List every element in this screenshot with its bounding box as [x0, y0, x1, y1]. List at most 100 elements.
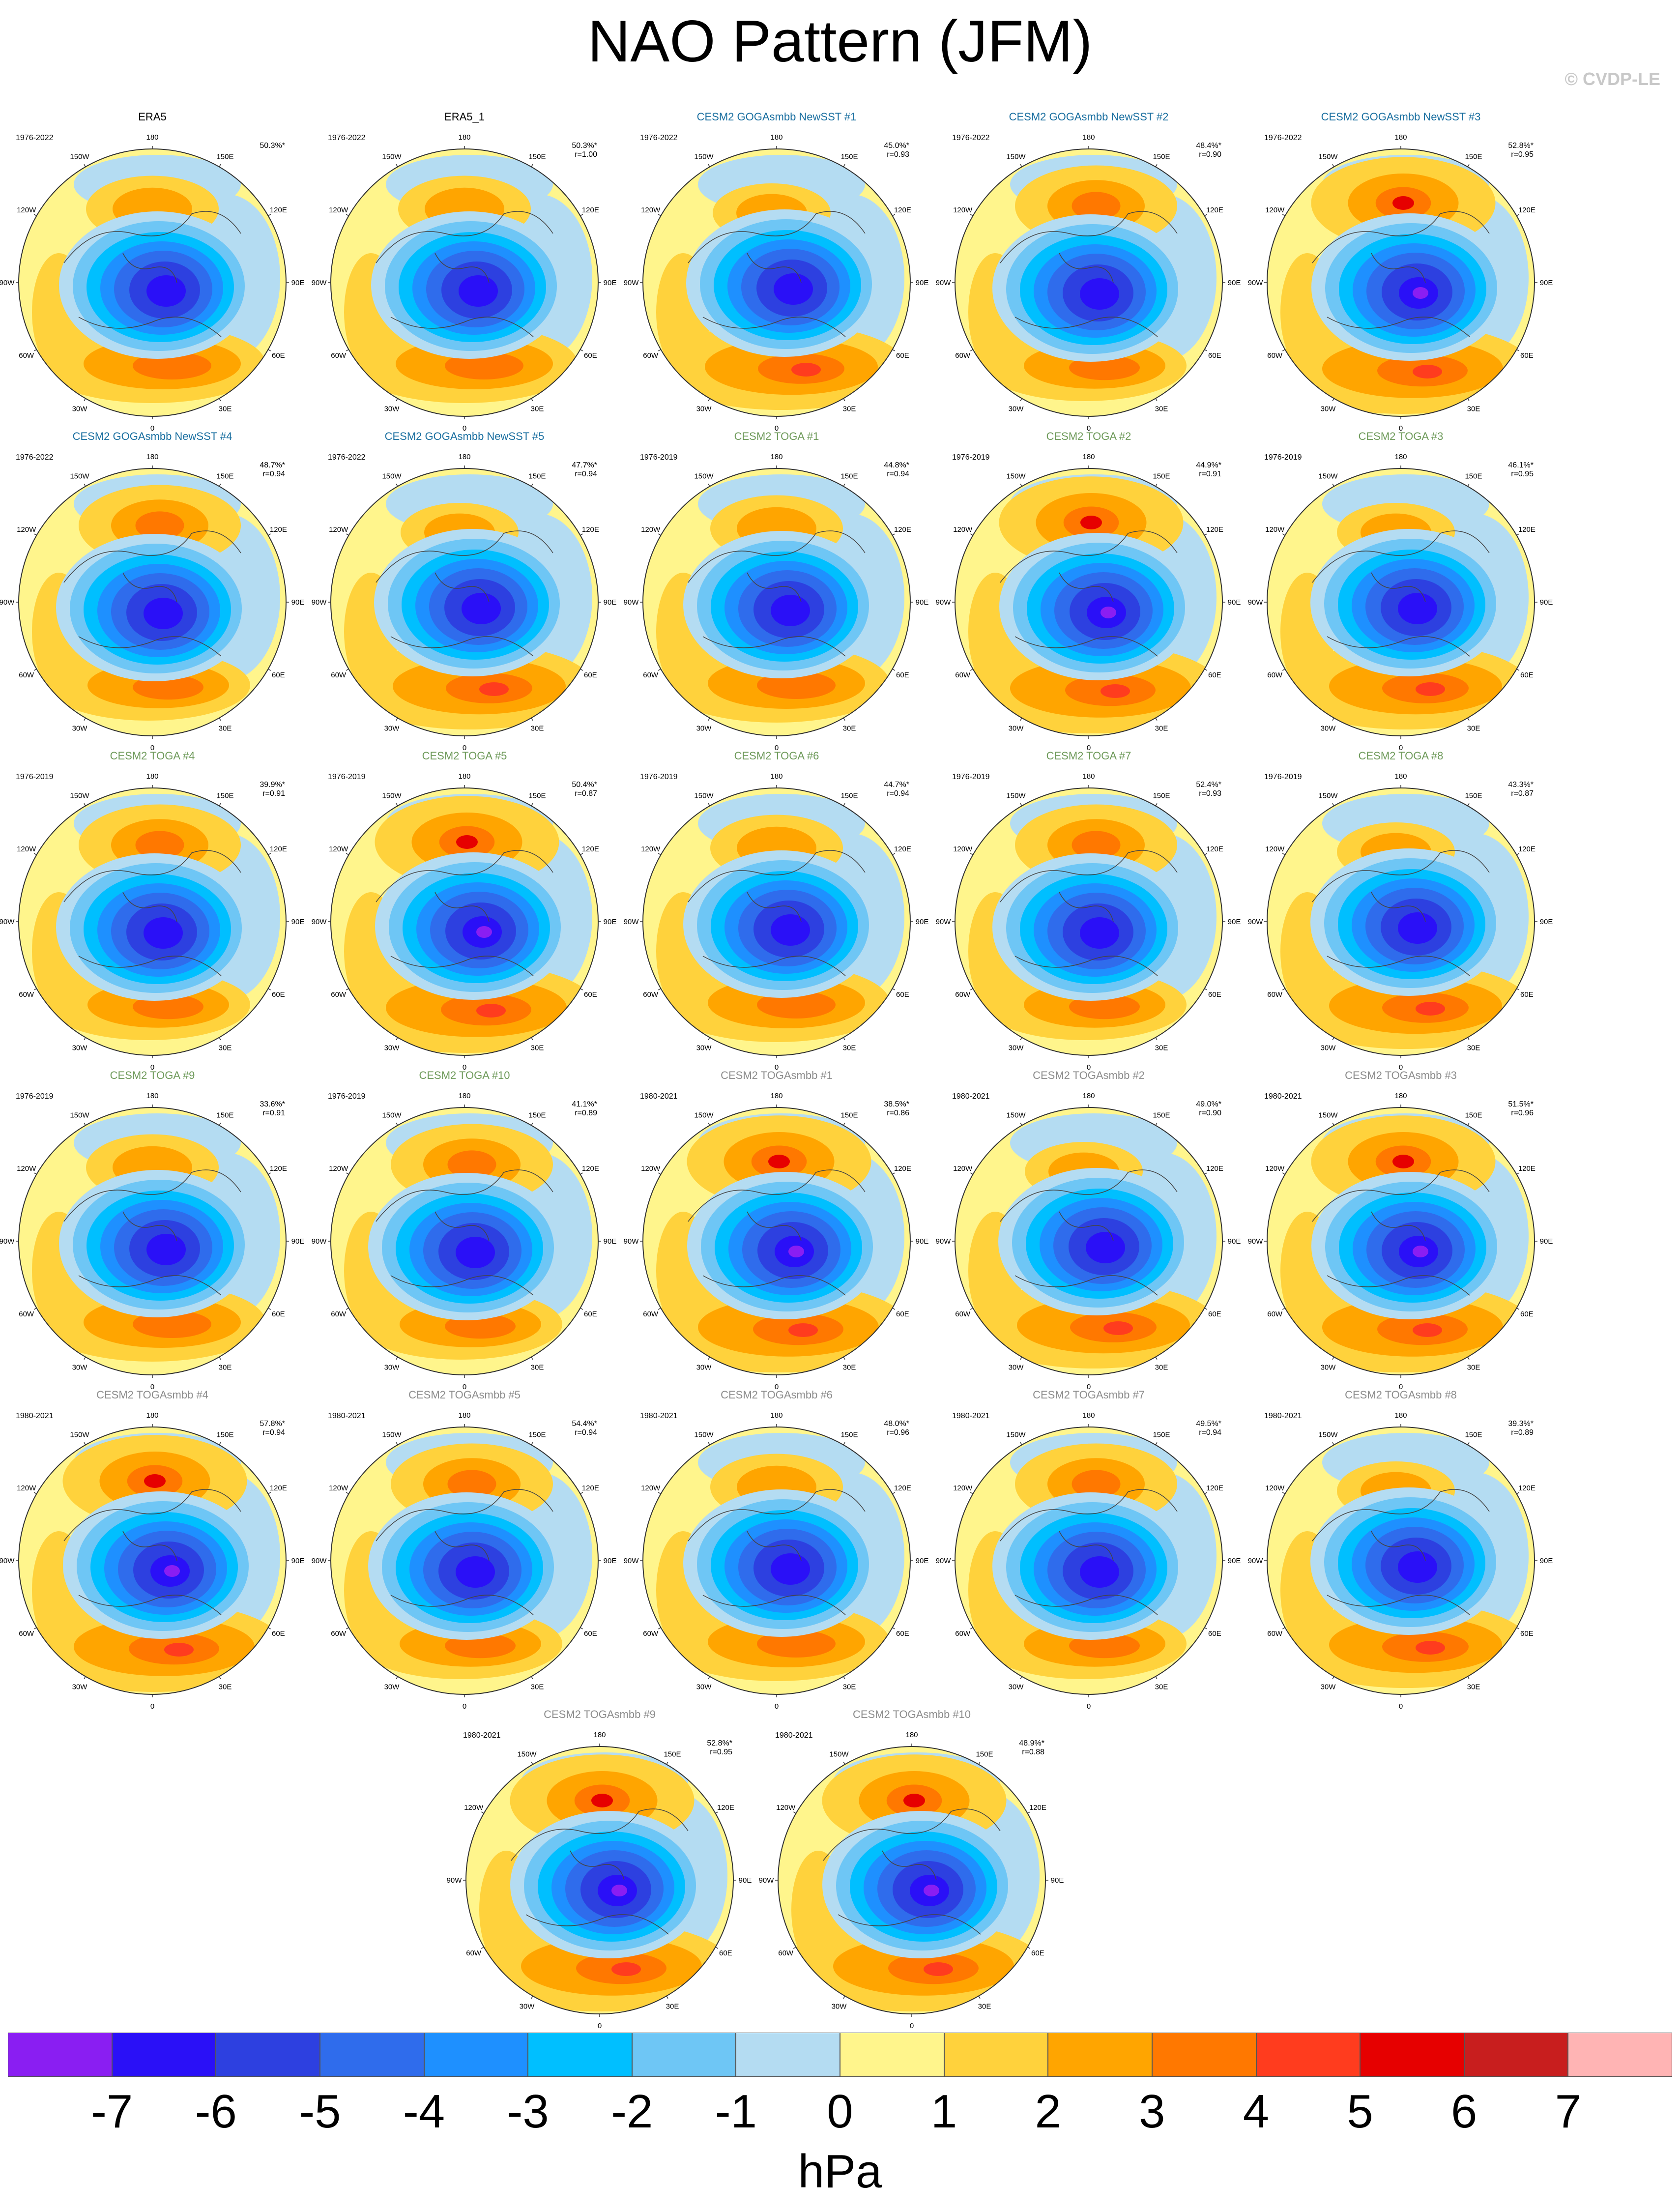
lon-label-120w: 120W: [1265, 525, 1285, 534]
lon-label-90e: 90E: [604, 918, 617, 926]
lon-tick: [843, 398, 845, 402]
lon-tick: [1204, 533, 1208, 536]
panel-explained-variance: 51.5%*: [1508, 1100, 1534, 1108]
lon-label-0: 0: [463, 1383, 466, 1391]
lon-label-60w: 60W: [643, 671, 659, 679]
lon-tick: [1020, 1037, 1022, 1041]
pacific-high: [144, 1474, 166, 1488]
lon-tick: [219, 1442, 221, 1445]
lon-label-30e: 30E: [219, 1363, 232, 1371]
lon-label-90w: 90W: [936, 1237, 952, 1246]
lon-label-0: 0: [463, 744, 466, 752]
coastlines: [1000, 530, 1178, 657]
lon-label-30w: 30W: [1321, 405, 1336, 413]
panel-correlation: r=0.88: [1022, 1748, 1044, 1756]
panel-title: CESM2 TOGA #7: [1046, 750, 1131, 762]
lon-label-180: 180: [770, 453, 782, 461]
lon-label-60e: 60E: [1208, 351, 1221, 360]
lon-label-30e: 30E: [1155, 1363, 1168, 1371]
lon-tick: [1332, 803, 1334, 806]
lon-label-30w: 30W: [384, 405, 400, 413]
lon-label-60e: 60E: [584, 1310, 597, 1318]
colorbar-tick-label: -1: [715, 2085, 757, 2138]
contour-field: [643, 149, 910, 416]
coastlines: [1000, 1489, 1178, 1615]
lon-tick: [346, 853, 349, 855]
lon-tick: [970, 349, 973, 351]
panel-years: 1976-2022: [16, 453, 54, 462]
lon-label-30e: 30E: [219, 405, 232, 413]
lon-label-180: 180: [146, 1092, 158, 1100]
arctic-low: [146, 1234, 186, 1265]
lon-label-30w: 30W: [384, 724, 400, 732]
lon-tick: [219, 398, 221, 402]
lon-label-180: 180: [1394, 772, 1407, 781]
lon-tick: [892, 533, 896, 536]
colorbar-tick-label: -3: [507, 2085, 549, 2138]
coastlines: [1000, 211, 1178, 337]
colorbar-tick-label: 1: [930, 2085, 957, 2138]
lon-tick: [1516, 1172, 1520, 1175]
lon-tick: [1282, 1308, 1285, 1310]
lon-label-0: 0: [1087, 1383, 1091, 1391]
lon-label-90w: 90W: [312, 1237, 327, 1246]
coastlines: [376, 1489, 553, 1615]
lon-label-90e: 90E: [291, 1557, 305, 1565]
lon-tick: [970, 533, 973, 536]
panel-years: 1976-2022: [640, 134, 678, 142]
lon-tick: [708, 1676, 710, 1680]
panel-title: CESM2 GOGAsmbb NewSST #3: [1321, 111, 1481, 123]
map-panel: CESM2 GOGAsmbb NewSST #2 1976-2022 48.4%* r…: [936, 110, 1241, 433]
lon-tick: [531, 398, 533, 402]
lon-label-60e: 60E: [272, 351, 285, 360]
lon-tick: [268, 533, 271, 536]
lon-tick: [1155, 164, 1158, 167]
arctic-low-core: [788, 1246, 804, 1257]
lon-tick: [33, 853, 37, 855]
lon-tick: [1204, 669, 1208, 671]
lon-label-120w: 120W: [464, 1804, 484, 1812]
lon-tick: [268, 1492, 271, 1494]
panel-years: 1976-2019: [328, 1092, 366, 1101]
lon-label-150e: 150E: [664, 1750, 681, 1759]
lon-label-30w: 30W: [1009, 724, 1024, 732]
lon-label-120e: 120E: [894, 525, 911, 534]
lon-label-90e: 90E: [291, 918, 305, 926]
lon-label-30e: 30E: [1467, 1683, 1480, 1691]
panel-years: 1976-2019: [16, 773, 54, 781]
lon-tick: [1282, 214, 1285, 216]
lon-tick: [396, 1037, 398, 1041]
lon-label-60w: 60W: [19, 671, 34, 679]
lon-tick: [843, 1442, 845, 1445]
lon-label-150e: 150E: [528, 1431, 546, 1439]
lon-label-120e: 120E: [1206, 206, 1223, 214]
lon-label-150e: 150E: [528, 153, 546, 161]
panel-years: 1980-2021: [328, 1412, 366, 1420]
colorbar-tick-label: 0: [827, 2085, 853, 2138]
lon-tick: [970, 669, 973, 671]
map-panel: CESM2 TOGA #7 1976-2019 52.4%* r=0.93 0 30E 60…: [936, 749, 1241, 1072]
coastlines: [688, 530, 866, 657]
lon-tick: [396, 803, 398, 806]
lon-label-90w: 90W: [312, 1557, 327, 1565]
atlantic-high: [479, 682, 509, 696]
arctic-low: [774, 273, 813, 305]
lon-label-120w: 120W: [953, 845, 973, 853]
panel-years: 1980-2021: [1264, 1412, 1302, 1420]
lon-tick: [1155, 1122, 1158, 1126]
coastlines: [1312, 211, 1490, 337]
atlantic-high: [1416, 682, 1445, 696]
lon-tick: [843, 1122, 845, 1126]
lon-tick: [658, 853, 661, 855]
lon-label-150e: 150E: [528, 1111, 546, 1120]
lon-tick: [580, 1172, 583, 1175]
panel-explained-variance: 38.5%*: [884, 1100, 909, 1108]
lon-label-120w: 120W: [17, 1164, 36, 1173]
lon-tick: [793, 1947, 796, 1949]
lon-tick: [346, 1172, 349, 1175]
panel-correlation: r=0.89: [575, 1109, 597, 1117]
lon-label-180: 180: [458, 133, 470, 142]
lon-label-0: 0: [1399, 424, 1403, 433]
panel-explained-variance: 46.1%*: [1508, 461, 1534, 469]
lon-tick: [1516, 1627, 1520, 1630]
